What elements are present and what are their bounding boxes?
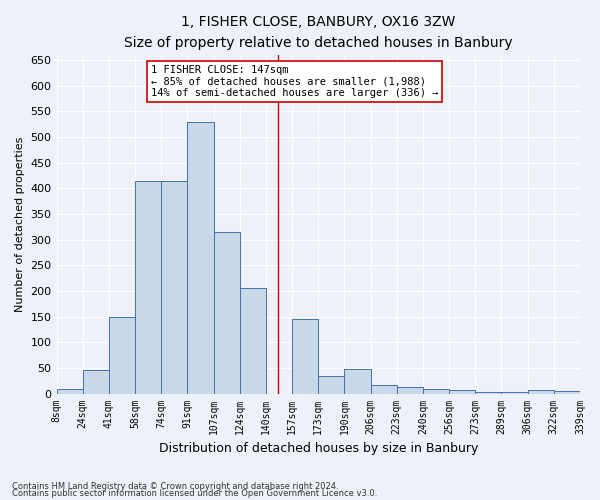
Text: Contains HM Land Registry data © Crown copyright and database right 2024.: Contains HM Land Registry data © Crown c… <box>12 482 338 491</box>
Bar <box>344 369 371 394</box>
Bar <box>371 386 397 394</box>
Bar <box>318 376 344 394</box>
Bar <box>109 316 135 394</box>
Bar <box>502 392 527 394</box>
Bar <box>292 319 318 394</box>
Bar <box>56 390 83 394</box>
X-axis label: Distribution of detached houses by size in Banbury: Distribution of detached houses by size … <box>158 442 478 455</box>
Bar <box>240 288 266 394</box>
Bar <box>83 370 109 394</box>
Y-axis label: Number of detached properties: Number of detached properties <box>15 136 25 312</box>
Text: 1 FISHER CLOSE: 147sqm
← 85% of detached houses are smaller (1,988)
14% of semi-: 1 FISHER CLOSE: 147sqm ← 85% of detached… <box>151 65 438 98</box>
Text: Contains public sector information licensed under the Open Government Licence v3: Contains public sector information licen… <box>12 490 377 498</box>
Bar <box>161 180 187 394</box>
Title: 1, FISHER CLOSE, BANBURY, OX16 3ZW
Size of property relative to detached houses : 1, FISHER CLOSE, BANBURY, OX16 3ZW Size … <box>124 15 512 50</box>
Bar <box>135 180 161 394</box>
Bar <box>187 122 214 394</box>
Bar <box>423 389 449 394</box>
Bar <box>527 390 554 394</box>
Bar <box>475 392 502 394</box>
Bar <box>397 387 423 394</box>
Bar <box>449 390 475 394</box>
Bar <box>554 391 580 394</box>
Bar <box>214 232 240 394</box>
